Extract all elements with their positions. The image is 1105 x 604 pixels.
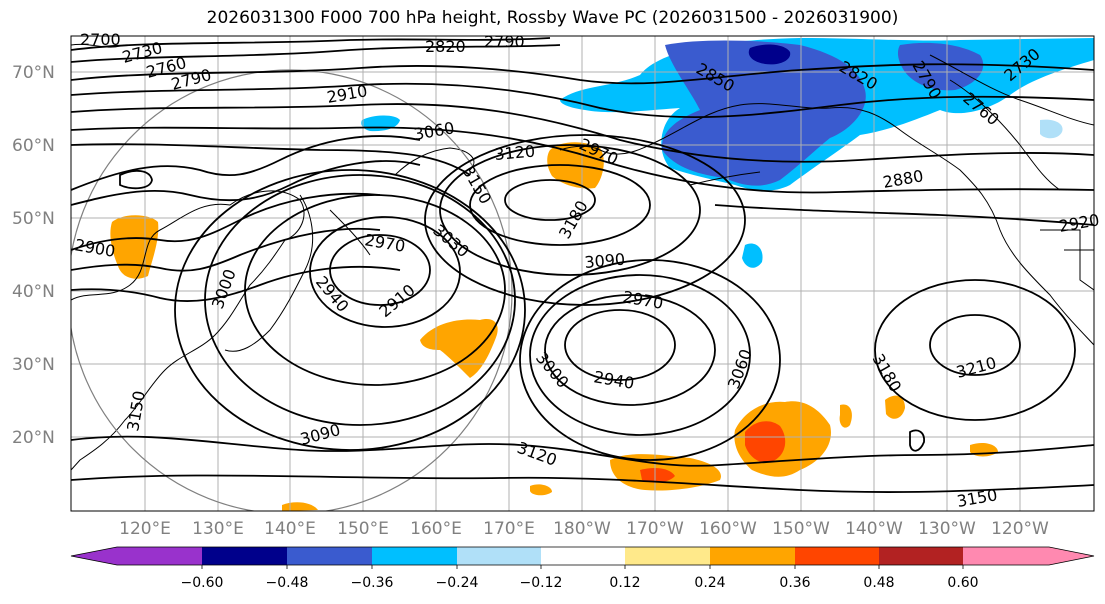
lon-label: 170°W (626, 519, 684, 539)
lon-label: 120°E (119, 519, 171, 539)
colorbar-tick: −0.36 (351, 575, 394, 591)
lat-label: 50°N (12, 209, 55, 229)
colorbar-bin (117, 547, 202, 565)
positive-anomaly-east (885, 395, 905, 419)
map-title: 2026031300 F000 700 hPa height, Rossby W… (206, 8, 899, 28)
positive-anomaly-small (530, 484, 552, 496)
negative-anomaly-ne (897, 42, 984, 91)
positive-anomaly-bottom (282, 502, 318, 511)
lon-label: 120°W (991, 519, 1049, 539)
lon-label: 140°E (264, 519, 316, 539)
colorbar-tick: 0.60 (947, 575, 978, 591)
lon-label: 170°E (483, 519, 535, 539)
map-border (70, 35, 1095, 512)
colorbar-bin (202, 547, 287, 565)
lon-label: 130°E (192, 519, 244, 539)
colorbar-tick: −0.60 (181, 575, 224, 591)
lon-label: 130°W (918, 519, 976, 539)
colorbar-bin (625, 547, 710, 565)
colorbar-bin (879, 547, 963, 565)
negative-anomaly-light (1040, 119, 1063, 139)
lat-label: 70°N (12, 63, 55, 83)
colorbar-bin (372, 547, 457, 565)
colorbar: −0.60 −0.48 −0.36 −0.24 −0.12 0.12 0.24 … (70, 546, 1095, 591)
lat-label: 30°N (12, 355, 55, 375)
colorbar-bin (795, 547, 879, 565)
lon-label: 140°W (845, 519, 903, 539)
colorbar-extend-left (71, 547, 117, 565)
lon-label: 150°W (772, 519, 830, 539)
colorbar-bin (963, 547, 1049, 565)
colorbar-tick: 0.12 (609, 575, 640, 591)
contour-label: 2700 (80, 30, 121, 49)
colorbar-outline (70, 546, 1095, 566)
height-contours (71, 37, 1094, 493)
lon-label: 150°E (337, 519, 389, 539)
colorbar-bin (287, 547, 372, 565)
positive-anomaly-east3 (839, 404, 852, 428)
positive-anomaly-west (110, 215, 159, 279)
positive-anomaly-hawaii-core (745, 421, 786, 463)
contour-label: 3090 (584, 250, 626, 272)
colorbar-tick: 0.48 (863, 575, 894, 591)
contour-label: 3120 (494, 142, 536, 164)
colorbar-extend-right (1049, 547, 1094, 565)
longitude-labels: 120°E 130°E 140°E 150°E 160°E 170°E 180°… (119, 519, 1049, 539)
latitude-labels: 70°N 60°N 50°N 40°N 30°N 20°N (12, 63, 55, 448)
colorbar-tick: 0.36 (779, 575, 810, 591)
colorbar-bin (541, 547, 625, 565)
reference-circle (71, 69, 513, 511)
positive-anomaly-south-core (640, 468, 675, 483)
contour-label: 2790 (484, 32, 525, 51)
negative-anomaly-small2 (742, 243, 763, 268)
positive-anomaly-w-pacific (420, 319, 498, 378)
lat-label: 60°N (12, 136, 55, 156)
colorbar-tick: 0.24 (694, 575, 725, 591)
colorbar-bin (710, 547, 795, 565)
colorbar-tick: −0.12 (520, 575, 563, 591)
lon-label: 180°W (553, 519, 611, 539)
negative-anomaly-dark (748, 44, 791, 65)
lat-label: 40°N (12, 282, 55, 302)
colorbar-bin (457, 547, 541, 565)
colorbar-tick: −0.24 (436, 575, 479, 591)
lon-label: 160°W (699, 519, 757, 539)
lat-label: 20°N (12, 428, 55, 448)
colorbar-tick: −0.48 (266, 575, 309, 591)
contour-label: 2820 (425, 37, 466, 56)
lon-label: 160°E (410, 519, 462, 539)
